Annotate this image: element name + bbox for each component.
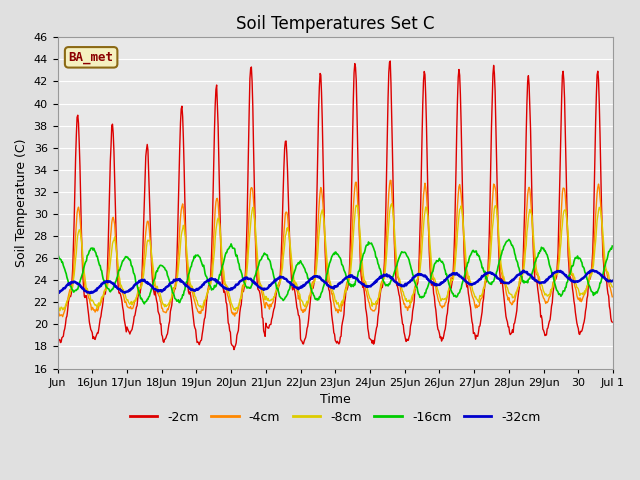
-32cm	[248, 278, 256, 284]
-4cm	[221, 281, 229, 287]
-8cm	[425, 221, 433, 227]
-2cm	[221, 288, 228, 294]
-16cm	[54, 253, 61, 259]
-4cm	[59, 314, 67, 320]
-8cm	[221, 281, 229, 287]
-4cm	[54, 309, 61, 315]
-2cm	[230, 347, 238, 352]
-2cm	[249, 104, 257, 109]
-2cm	[394, 283, 401, 289]
-32cm	[609, 278, 616, 284]
-8cm	[394, 266, 401, 272]
-4cm	[425, 228, 433, 234]
-16cm	[609, 243, 616, 249]
-8cm	[56, 308, 63, 314]
-16cm	[393, 263, 401, 269]
-16cm	[141, 301, 148, 307]
-32cm	[269, 280, 277, 286]
Line: -16cm: -16cm	[58, 240, 612, 304]
-32cm	[221, 286, 228, 291]
-4cm	[609, 294, 616, 300]
-4cm	[394, 275, 401, 280]
-32cm	[54, 290, 61, 296]
Text: BA_met: BA_met	[68, 51, 114, 64]
Legend: -2cm, -4cm, -8cm, -16cm, -32cm: -2cm, -4cm, -8cm, -16cm, -32cm	[125, 406, 546, 429]
-2cm	[54, 333, 61, 339]
-16cm	[221, 252, 229, 258]
-16cm	[424, 284, 432, 289]
-2cm	[425, 225, 433, 230]
-16cm	[119, 258, 127, 264]
-8cm	[270, 294, 278, 300]
X-axis label: Time: Time	[320, 393, 351, 406]
Line: -32cm: -32cm	[58, 270, 612, 293]
-2cm	[119, 304, 127, 310]
-8cm	[609, 284, 616, 290]
-2cm	[609, 319, 616, 325]
-8cm	[54, 300, 61, 306]
-4cm	[387, 178, 394, 183]
-32cm	[423, 276, 431, 282]
-4cm	[120, 292, 127, 298]
-2cm	[387, 58, 394, 64]
Line: -4cm: -4cm	[58, 180, 612, 317]
-8cm	[249, 204, 257, 210]
-8cm	[388, 201, 396, 206]
Line: -8cm: -8cm	[58, 204, 612, 311]
-16cm	[505, 237, 513, 242]
-16cm	[270, 274, 278, 279]
Line: -2cm: -2cm	[58, 61, 612, 349]
-4cm	[249, 189, 257, 194]
-8cm	[120, 287, 127, 292]
-16cm	[249, 277, 257, 283]
-4cm	[270, 294, 278, 300]
-32cm	[392, 279, 400, 285]
-2cm	[270, 306, 278, 312]
-32cm	[589, 267, 597, 273]
Title: Soil Temperatures Set C: Soil Temperatures Set C	[236, 15, 435, 33]
-32cm	[119, 289, 127, 295]
Y-axis label: Soil Temperature (C): Soil Temperature (C)	[15, 139, 28, 267]
